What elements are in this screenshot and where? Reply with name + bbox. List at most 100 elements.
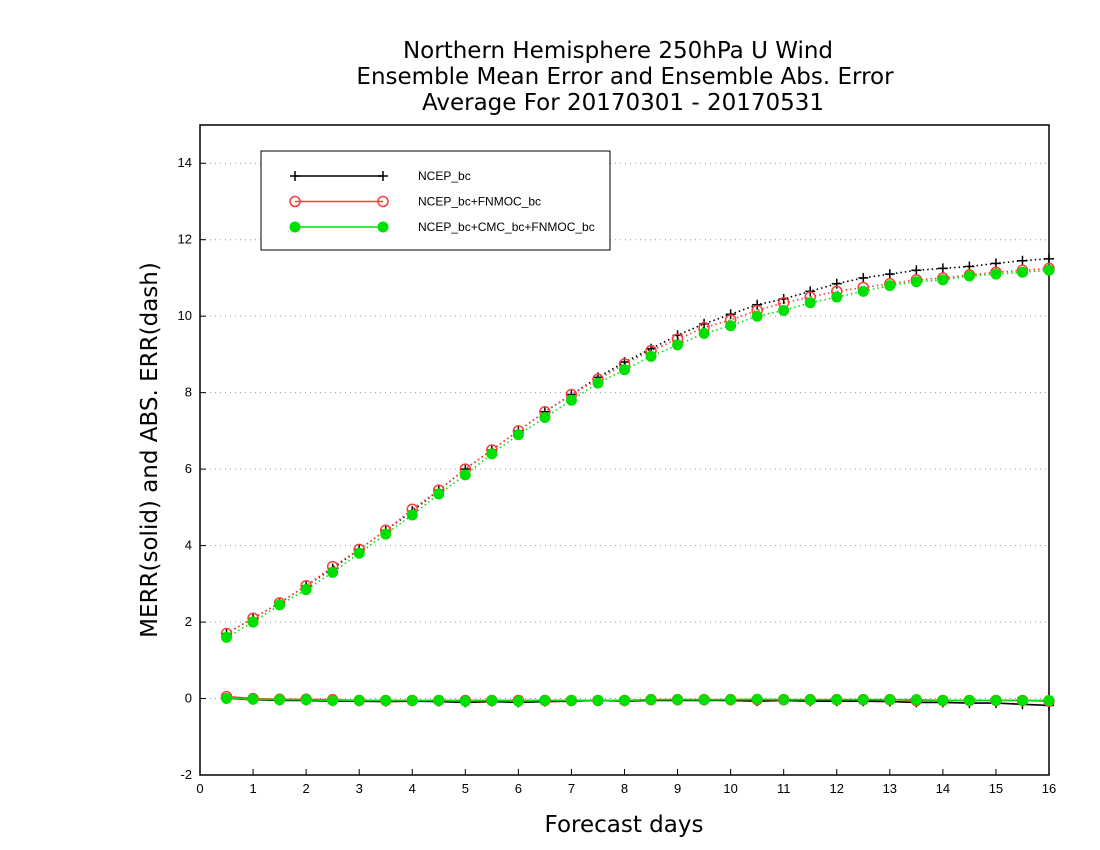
abs-err-point-ncep-bc-cmc-bc-fnmoc-bc	[300, 584, 312, 596]
mean-err-point-ncep-bc-cmc-bc-fnmoc-bc	[539, 694, 551, 706]
y-tick-label: 14	[178, 155, 192, 170]
mean-err-point-ncep-bc-cmc-bc-fnmoc-bc	[725, 694, 737, 706]
legend-label: NCEP_bc+FNMOC_bc	[418, 195, 541, 209]
x-tick-label: 14	[936, 781, 950, 796]
x-tick-label: 9	[674, 781, 681, 796]
abs-err-point-ncep-bc	[1017, 255, 1028, 266]
abs-err-point-ncep-bc-cmc-bc-fnmoc-bc	[1016, 266, 1028, 278]
mean-err-point-ncep-bc-cmc-bc-fnmoc-bc	[433, 694, 445, 706]
title-line-3: Average For 20170301 - 20170531	[422, 90, 824, 116]
legend-label: NCEP_bc	[418, 169, 471, 183]
x-tick-label: 7	[568, 781, 575, 796]
abs-err-point-ncep-bc-cmc-bc-fnmoc-bc	[857, 285, 869, 297]
x-tick-label: 0	[196, 781, 203, 796]
abs-err-point-ncep-bc-cmc-bc-fnmoc-bc	[725, 320, 737, 332]
abs-err-point-ncep-bc-cmc-bc-fnmoc-bc	[274, 599, 286, 611]
abs-err-point-ncep-bc-cmc-bc-fnmoc-bc	[804, 297, 816, 309]
legend-marker	[289, 221, 301, 233]
abs-err-point-ncep-bc-cmc-bc-fnmoc-bc	[831, 291, 843, 303]
abs-err-point-ncep-bc-cmc-bc-fnmoc-bc	[963, 270, 975, 282]
abs-err-point-ncep-bc-cmc-bc-fnmoc-bc	[247, 616, 259, 628]
legend-label: NCEP_bc+CMC_bc+FNMOC_bc	[418, 220, 595, 234]
y-tick-label: 4	[185, 538, 192, 553]
x-tick-label: 8	[621, 781, 628, 796]
mean-err-point-ncep-bc-cmc-bc-fnmoc-bc	[247, 693, 259, 705]
legend-marker	[378, 171, 388, 181]
abs-err-point-ncep-bc-cmc-bc-fnmoc-bc	[592, 377, 604, 389]
mean-err-point-ncep-bc-cmc-bc-fnmoc-bc	[778, 694, 790, 706]
x-tick-label: 12	[830, 781, 844, 796]
mean-err-point-ncep-bc-cmc-bc-fnmoc-bc	[1043, 694, 1055, 706]
abs-err-point-ncep-bc-cmc-bc-fnmoc-bc	[353, 547, 365, 559]
abs-err-line-ncep-bc	[226, 258, 1050, 635]
mean-err-point-ncep-bc-cmc-bc-fnmoc-bc	[459, 695, 471, 707]
x-tick-label: 2	[303, 781, 310, 796]
mean-err-point-ncep-bc-cmc-bc-fnmoc-bc	[698, 694, 710, 706]
mean-err-point-ncep-bc-cmc-bc-fnmoc-bc	[645, 694, 657, 706]
abs-err-point-ncep-bc-cmc-bc-fnmoc-bc	[990, 268, 1002, 280]
abs-err-point-ncep-bc-cmc-bc-fnmoc-bc	[221, 631, 233, 643]
abs-err-point-ncep-bc-cmc-bc-fnmoc-bc	[751, 310, 763, 322]
mean-err-point-ncep-bc-cmc-bc-fnmoc-bc	[512, 695, 524, 707]
abs-err-point-ncep-bc-cmc-bc-fnmoc-bc	[698, 327, 710, 339]
y-tick-label: 6	[185, 461, 192, 476]
abs-err-point-ncep-bc-cmc-bc-fnmoc-bc	[778, 304, 790, 316]
y-axis: -2 0 2 4 6 8 10 12 14	[178, 155, 206, 782]
x-tick-label: 1	[249, 781, 256, 796]
x-tick-label: 4	[409, 781, 416, 796]
mean-err-point-ncep-bc-cmc-bc-fnmoc-bc	[353, 694, 365, 706]
legend-marker	[289, 195, 301, 208]
y-tick-label: -2	[180, 767, 192, 782]
mean-err-point-ncep-bc-cmc-bc-fnmoc-bc	[884, 694, 896, 706]
mean-err-point-ncep-bc-cmc-bc-fnmoc-bc	[1016, 694, 1028, 706]
mean-err-point-ncep-bc-cmc-bc-fnmoc-bc	[910, 694, 922, 706]
abs-err-point-ncep-bc-cmc-bc-fnmoc-bc	[565, 394, 577, 406]
mean-err-point-ncep-bc-cmc-bc-fnmoc-bc	[406, 694, 418, 706]
series-layer	[220, 253, 1055, 711]
mean-err-point-ncep-bc-cmc-bc-fnmoc-bc	[672, 694, 684, 706]
abs-err-point-ncep-bc-cmc-bc-fnmoc-bc	[539, 412, 551, 423]
abs-err-point-ncep-bc	[858, 272, 869, 283]
mean-err-point-ncep-bc-cmc-bc-fnmoc-bc	[300, 694, 312, 706]
mean-err-point-ncep-bc-cmc-bc-fnmoc-bc	[565, 694, 577, 706]
abs-err-point-ncep-bc-cmc-bc-fnmoc-bc	[910, 276, 922, 288]
abs-err-point-ncep-bc-cmc-bc-fnmoc-bc	[1043, 264, 1055, 276]
legend-entry: NCEP_bc+CMC_bc+FNMOC_bc	[289, 220, 595, 234]
legend-box	[260, 150, 611, 251]
abs-err-point-ncep-bc	[884, 269, 895, 280]
title-line-2: Ensemble Mean Error and Ensemble Abs. Er…	[356, 64, 894, 90]
legend: NCEP_bc NCEP_bc+FNMOC_bc NCEP_bc+CMC_bc+FN…	[260, 150, 611, 251]
abs-err-line-ncep-bc-fnmoc-bc	[226, 267, 1050, 635]
abs-err-point-ncep-bc-cmc-bc-fnmoc-bc	[619, 364, 630, 376]
mean-err-point-ncep-bc-cmc-bc-fnmoc-bc	[327, 694, 339, 706]
mean-err-point-ncep-bc-cmc-bc-fnmoc-bc	[380, 694, 392, 706]
abs-err-point-ncep-bc-cmc-bc-fnmoc-bc	[672, 339, 684, 351]
abs-err-point-ncep-bc	[1044, 253, 1054, 264]
abs-err-point-ncep-bc-cmc-bc-fnmoc-bc	[380, 528, 392, 540]
abs-err-point-ncep-bc-cmc-bc-fnmoc-bc	[884, 280, 896, 292]
mean-err-point-ncep-bc-cmc-bc-fnmoc-bc	[619, 694, 630, 706]
x-tick-label: 6	[515, 781, 522, 796]
x-axis: 0 1 2 3 4 5 6 7 8 9 10 11 12 13 14 15 16	[196, 769, 1056, 796]
mean-err-point-ncep-bc-cmc-bc-fnmoc-bc	[274, 694, 286, 706]
legend-marker	[377, 195, 389, 208]
x-tick-label: 10	[723, 781, 737, 796]
gridlines	[200, 162, 1049, 776]
mean-err-point-ncep-bc-cmc-bc-fnmoc-bc	[221, 693, 233, 705]
legend-entry: NCEP_bc+FNMOC_bc	[289, 195, 541, 209]
x-tick-label: 16	[1042, 781, 1056, 796]
x-axis-label: Forecast days	[545, 812, 704, 838]
mean-err-point-ncep-bc-cmc-bc-fnmoc-bc	[963, 694, 975, 706]
abs-err-point-ncep-bc	[937, 263, 948, 274]
legend-entry: NCEP_bc	[290, 169, 471, 183]
x-tick-label: 11	[777, 781, 791, 796]
x-tick-label: 3	[356, 781, 363, 796]
abs-err-point-ncep-bc-cmc-bc-fnmoc-bc	[486, 448, 498, 460]
y-tick-label: 0	[185, 691, 192, 706]
y-tick-label: 2	[185, 614, 192, 629]
x-tick-label: 5	[462, 781, 469, 796]
abs-err-point-ncep-bc-cmc-bc-fnmoc-bc	[645, 350, 657, 362]
abs-err-point-ncep-bc-cmc-bc-fnmoc-bc	[459, 469, 471, 481]
x-tick-label: 15	[989, 781, 1003, 796]
y-tick-label: 12	[178, 232, 192, 247]
